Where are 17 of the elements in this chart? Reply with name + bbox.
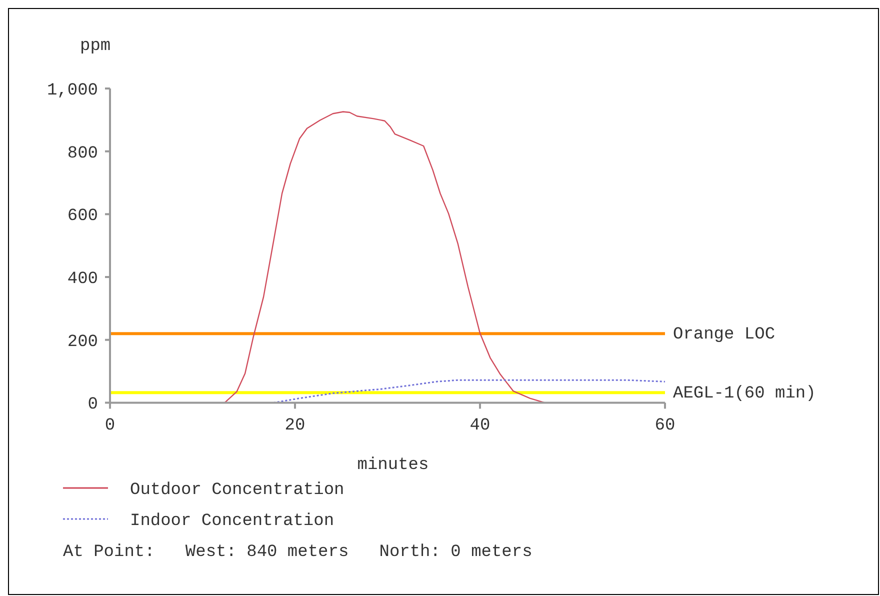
legend-label: Outdoor Concentration (130, 481, 344, 500)
x-tick-label: 20 (284, 416, 306, 436)
y-tick-label: 400 (67, 270, 98, 290)
y-tick-label: 800 (67, 144, 98, 164)
x-tick-label: 0 (104, 416, 116, 436)
x-tick-label: 40 (470, 416, 490, 436)
y-tick-label: 1,000 (46, 82, 98, 100)
y-axis-title: ppm (80, 37, 111, 56)
y-tick-label: 600 (67, 207, 98, 226)
ref-line-label: AEGL-1(60 min) (673, 384, 816, 404)
text: At Point: West: 840 meters North: 0 meters (63, 543, 532, 562)
x-tick-label: 60 (654, 416, 676, 436)
legend-label: Indoor Concentration (130, 512, 334, 531)
ref-line-label: Orange LOC (673, 326, 776, 345)
y-tick-label: 0 (88, 396, 98, 415)
y-tick-label: 200 (67, 332, 98, 352)
x-axis-title: minutes (357, 456, 429, 475)
